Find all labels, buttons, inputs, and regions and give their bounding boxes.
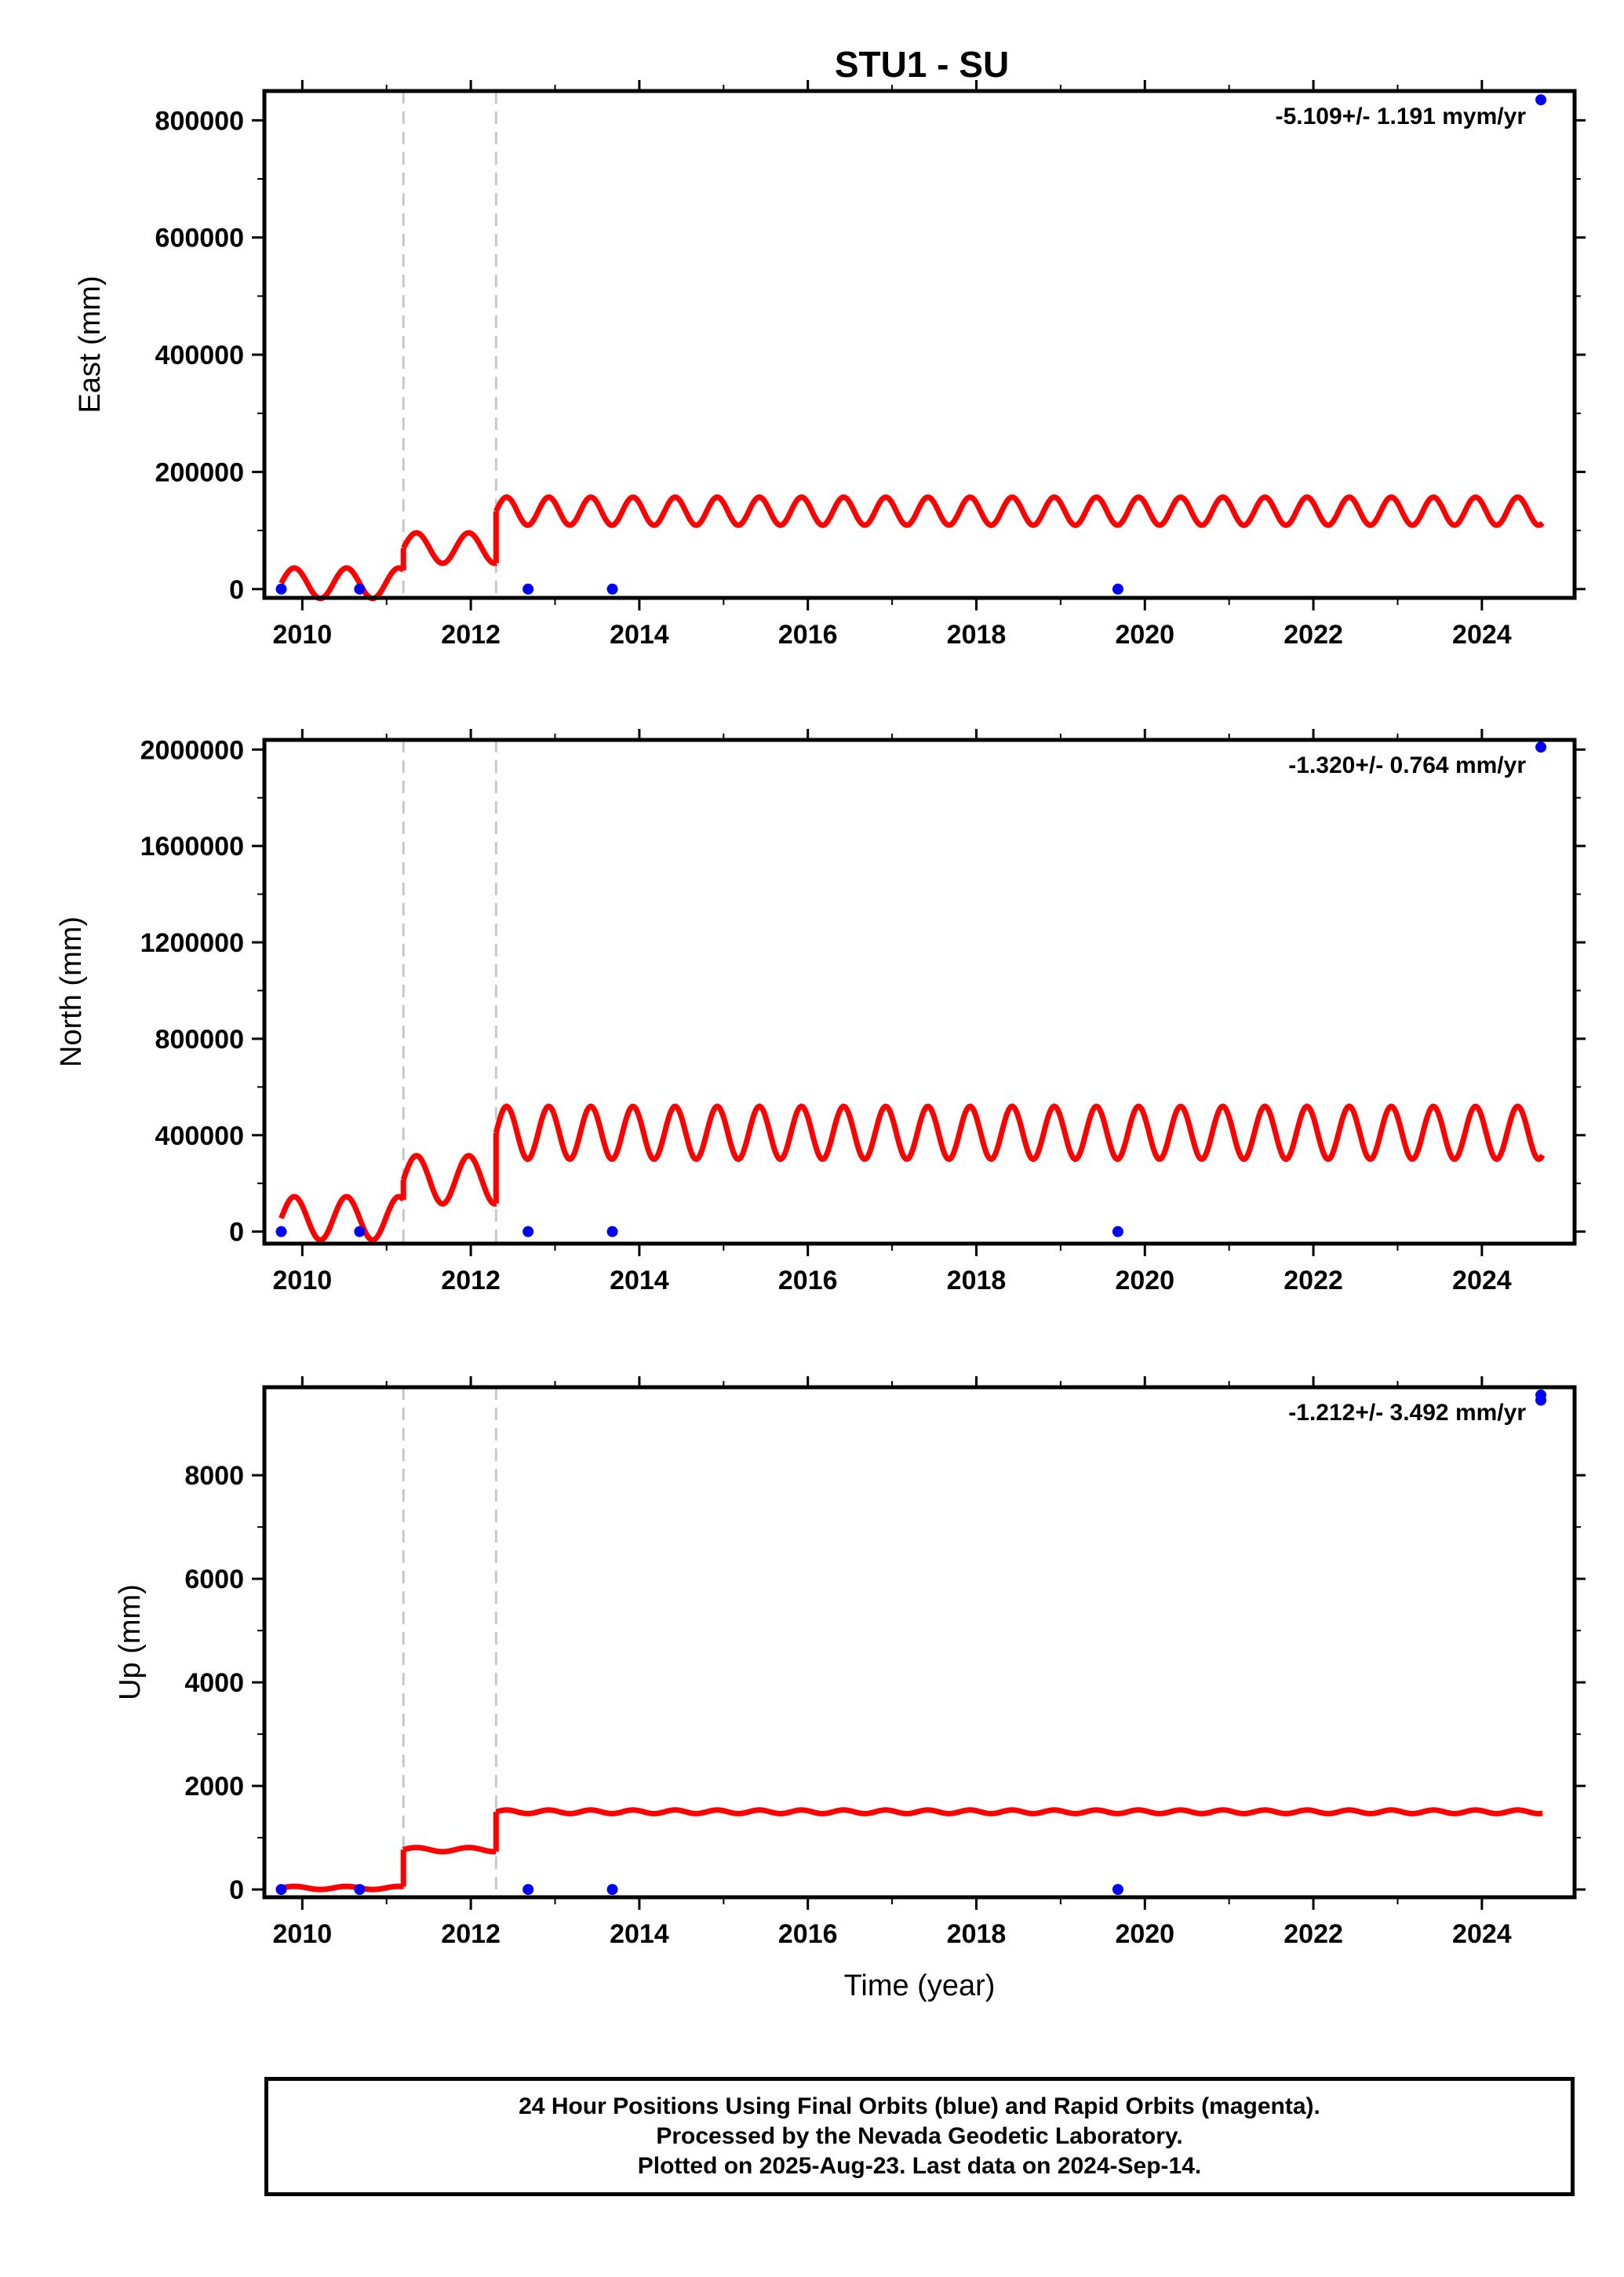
east-x-tick-label-2022: 2022 bbox=[1284, 620, 1343, 650]
up-x-axis-label: Time (year) bbox=[844, 1969, 996, 2002]
up-x-tick-label-2012: 2012 bbox=[441, 1919, 501, 1949]
up-y-tick-label-0: 0 bbox=[229, 1875, 244, 1905]
east-data-point-4 bbox=[1112, 583, 1123, 595]
north-y-tick-label-1200000: 1200000 bbox=[140, 928, 244, 958]
east-x-tick-label-2014: 2014 bbox=[610, 620, 669, 650]
east-model-segment-2 bbox=[493, 494, 1545, 528]
north-x-tick-label-2020: 2020 bbox=[1115, 1266, 1174, 1295]
north-y-tick-label-800000: 800000 bbox=[155, 1025, 244, 1055]
up-plot-frame bbox=[262, 1385, 1577, 1900]
up-rate-annotation: -1.212+/- 3.492 mm/yr bbox=[1288, 1400, 1526, 1426]
north-model-segment-0 bbox=[279, 1193, 406, 1243]
up-y-tick-label-8000: 8000 bbox=[184, 1461, 244, 1491]
up-x-tick-label-2024: 2024 bbox=[1452, 1919, 1512, 1949]
east-data-point-5 bbox=[1535, 94, 1547, 106]
up-x-tick-label-2018: 2018 bbox=[947, 1919, 1007, 1949]
up-data-point-3 bbox=[606, 1884, 618, 1896]
up-x-tick-label-2014: 2014 bbox=[610, 1919, 669, 1949]
east-data-point-0 bbox=[275, 583, 287, 595]
north-x-tick-label-2022: 2022 bbox=[1284, 1266, 1343, 1295]
up-data-point-0 bbox=[275, 1884, 287, 1896]
caption-box: 24 Hour Positions Using Final Orbits (bl… bbox=[264, 2077, 1575, 2196]
up-y-axis-label: Up (mm) bbox=[114, 1584, 147, 1700]
north-data-point-5 bbox=[1535, 741, 1547, 753]
east-x-tick-label-2024: 2024 bbox=[1452, 620, 1512, 650]
up-x-tick-label-2020: 2020 bbox=[1115, 1919, 1174, 1949]
east-y-axis-label: East (mm) bbox=[74, 275, 107, 413]
east-x-tick-label-2018: 2018 bbox=[947, 620, 1007, 650]
north-x-tick-label-2016: 2016 bbox=[778, 1266, 838, 1295]
up-y-tick-label-4000: 4000 bbox=[184, 1668, 244, 1698]
north-y-axis-label: North (mm) bbox=[55, 916, 88, 1067]
east-y-tick-label-600000: 600000 bbox=[155, 224, 244, 253]
east-model-segment-1 bbox=[400, 530, 499, 567]
east-model-segment-0 bbox=[279, 565, 406, 602]
north-model-segment-1 bbox=[400, 1153, 499, 1207]
north-x-tick-label-2014: 2014 bbox=[610, 1266, 669, 1295]
caption-line-2: Processed by the Nevada Geodetic Laborat… bbox=[656, 2123, 1183, 2149]
caption-line-1: 24 Hour Positions Using Final Orbits (bl… bbox=[519, 2093, 1320, 2119]
up-x-tick-label-2016: 2016 bbox=[778, 1919, 838, 1949]
up-x-tick-label-2010: 2010 bbox=[273, 1919, 333, 1949]
north-x-tick-label-2024: 2024 bbox=[1452, 1266, 1512, 1295]
east-data-point-1 bbox=[354, 583, 366, 595]
up-y-tick-label-2000: 2000 bbox=[184, 1772, 244, 1802]
up-data-point-1 bbox=[354, 1884, 366, 1896]
up-data-point-6 bbox=[1535, 1389, 1547, 1401]
east-y-tick-label-400000: 400000 bbox=[155, 341, 244, 370]
east-y-tick-label-0: 0 bbox=[229, 575, 244, 605]
north-rate-annotation: -1.320+/- 0.764 mm/yr bbox=[1288, 752, 1526, 778]
north-data-point-3 bbox=[606, 1226, 618, 1237]
north-data-point-4 bbox=[1112, 1226, 1123, 1237]
east-y-tick-label-200000: 200000 bbox=[155, 457, 244, 487]
north-y-tick-label-1600000: 1600000 bbox=[140, 832, 244, 862]
up-data-point-4 bbox=[1112, 1884, 1123, 1896]
north-y-tick-label-2000000: 2000000 bbox=[140, 735, 244, 765]
north-model-segment-2 bbox=[493, 1103, 1546, 1162]
east-x-tick-label-2012: 2012 bbox=[441, 620, 501, 650]
east-y-tick-label-800000: 800000 bbox=[155, 106, 244, 136]
caption-line-3: Plotted on 2025-Aug-23. Last data on 202… bbox=[637, 2153, 1202, 2179]
north-data-point-0 bbox=[275, 1226, 287, 1237]
north-x-tick-label-2010: 2010 bbox=[273, 1266, 333, 1295]
north-plot-frame bbox=[262, 738, 1577, 1246]
east-x-tick-label-2020: 2020 bbox=[1115, 620, 1174, 650]
up-model-segment-1 bbox=[400, 1845, 499, 1855]
east-data-point-3 bbox=[606, 583, 618, 595]
east-x-tick-label-2010: 2010 bbox=[273, 620, 333, 650]
east-rate-annotation: -5.109+/- 1.191 mym/yr bbox=[1276, 104, 1527, 129]
north-x-tick-label-2018: 2018 bbox=[947, 1266, 1007, 1295]
up-x-tick-label-2022: 2022 bbox=[1284, 1919, 1343, 1949]
north-data-point-2 bbox=[523, 1226, 534, 1237]
north-y-tick-label-400000: 400000 bbox=[155, 1121, 244, 1151]
figure-title: STU1 - SU bbox=[835, 44, 1009, 85]
up-y-tick-label-6000: 6000 bbox=[184, 1565, 244, 1594]
up-model-segment-0 bbox=[279, 1883, 406, 1893]
east-plot-frame bbox=[262, 89, 1577, 600]
up-data-point-2 bbox=[523, 1884, 534, 1896]
east-x-tick-label-2016: 2016 bbox=[778, 620, 838, 650]
north-x-tick-label-2012: 2012 bbox=[441, 1266, 501, 1295]
up-model-segment-2 bbox=[495, 1807, 1544, 1816]
north-data-point-1 bbox=[354, 1226, 366, 1237]
east-data-point-2 bbox=[523, 583, 534, 595]
north-y-tick-label-0: 0 bbox=[229, 1218, 244, 1248]
